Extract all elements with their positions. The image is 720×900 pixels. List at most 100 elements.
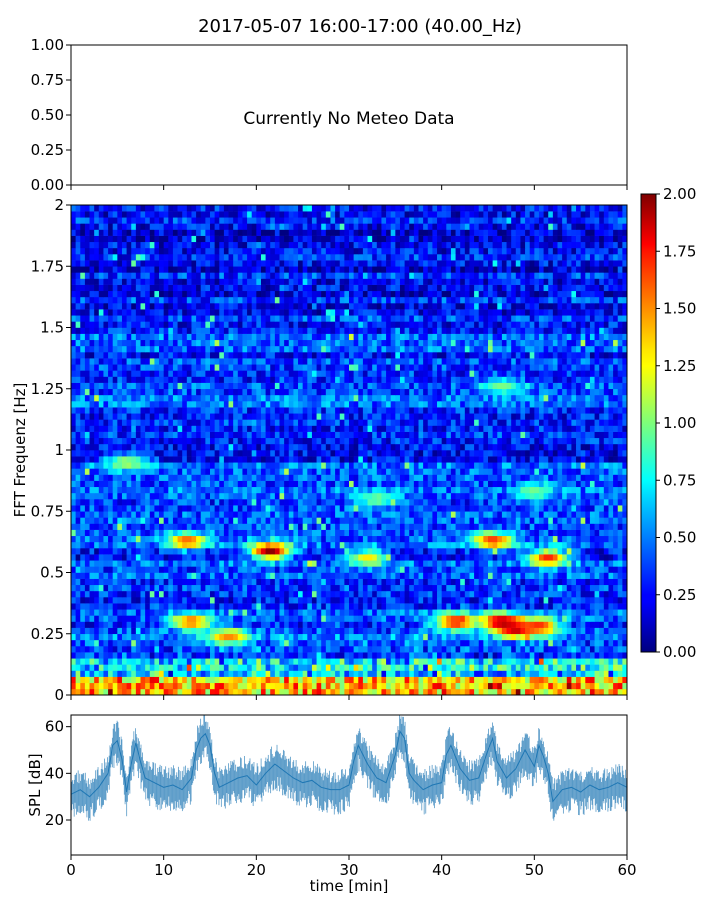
spectrogram-cell: [566, 584, 572, 592]
spectrogram-cell: [126, 517, 132, 524]
spectrogram-cell: [478, 597, 484, 604]
spectrogram-cell: [525, 450, 531, 457]
spectrogram-cell: [200, 548, 206, 555]
spectrogram-cell: [501, 554, 507, 561]
spectrogram-cell: [274, 541, 280, 549]
spectrogram-cell: [446, 621, 452, 628]
spectrogram-cell: [478, 548, 484, 555]
spectrogram-cell: [330, 535, 336, 543]
spectrogram-cell: [210, 590, 216, 598]
spectrogram-cell: [335, 597, 341, 604]
spectrogram-cell: [182, 652, 188, 659]
spectrogram-cell: [302, 492, 308, 500]
spectrogram-cell: [413, 554, 419, 561]
spectrogram-cell: [390, 584, 396, 592]
spectrogram-cell: [349, 462, 355, 469]
spectrogram-cell: [307, 603, 313, 610]
spectrogram-cell: [353, 584, 359, 592]
spectrogram-cell: [376, 664, 382, 671]
spectrogram-cell: [506, 517, 512, 524]
spectrogram-cell: [168, 676, 174, 684]
spectrogram-cell: [441, 499, 447, 506]
spectrogram-cell: [316, 676, 322, 684]
spectrogram-cell: [446, 548, 452, 555]
spectrogram-cell: [191, 572, 197, 579]
spectrogram-cell: [580, 682, 586, 690]
spectrogram-cell: [108, 633, 114, 641]
spectrogram-cell: [140, 437, 146, 445]
spectrogram-cell: [200, 609, 206, 616]
spectrogram-cell: [386, 560, 392, 567]
spectrogram-cell: [386, 462, 392, 469]
spectrogram-cell: [154, 548, 160, 555]
spectrogram-cell: [571, 627, 577, 635]
spectrogram-cell: [548, 627, 554, 635]
spectrogram-cell: [321, 480, 327, 488]
spectrogram-cell: [552, 554, 558, 561]
spectrogram-cell: [163, 443, 169, 451]
spectrogram-cell: [117, 535, 123, 543]
spectrogram-cell: [163, 652, 169, 659]
spectrogram-cell: [552, 639, 558, 647]
spectrogram-cell: [390, 462, 396, 469]
spectrogram-cell: [233, 633, 239, 641]
spectrogram-cell: [191, 633, 197, 641]
spectrogram-cell: [543, 584, 549, 592]
spectrogram-cell: [108, 615, 114, 622]
spectrogram-cell: [242, 682, 248, 690]
spectrogram-cell: [284, 554, 290, 561]
spectrogram-cell: [89, 615, 95, 622]
spectrogram-cell: [186, 670, 192, 677]
spectrogram-cell: [270, 584, 276, 592]
spectrogram-cell: [237, 633, 243, 641]
spectrogram-cell: [501, 541, 507, 549]
spectrogram-cell: [219, 578, 225, 586]
spectrogram-cell: [474, 499, 480, 506]
spectrogram-cell: [423, 560, 429, 567]
spectrogram-cell: [557, 627, 563, 635]
spectrogram-cell: [307, 578, 313, 586]
spectrogram-cell: [432, 462, 438, 469]
spectrogram-cell: [353, 492, 359, 500]
spectrogram-cell: [94, 572, 100, 579]
spectrogram-cell: [566, 560, 572, 567]
spectrogram-cell: [608, 688, 614, 696]
spectrogram-cell: [168, 474, 174, 481]
spectrogram-cell: [376, 566, 382, 573]
spectrogram-cell: [395, 499, 401, 506]
spectrogram-cell: [233, 566, 239, 573]
spectrogram-cell: [75, 437, 81, 445]
spectrogram-cell: [353, 646, 359, 653]
spectrogram-cell: [103, 517, 109, 524]
spectrogram-cell: [112, 456, 118, 463]
spectrogram-cell: [84, 517, 90, 524]
spectrogram-cell: [302, 578, 308, 586]
spectrogram-cell: [339, 688, 345, 696]
spectrogram-cell: [80, 541, 86, 549]
spectrogram-cell: [390, 474, 396, 481]
spectrogram-cell: [488, 633, 494, 641]
spectrogram-cell: [603, 572, 609, 579]
spectrogram-cell: [562, 572, 568, 579]
spectrogram-cell: [441, 658, 447, 665]
spectrogram-cell: [219, 566, 225, 573]
spectrogram-cell: [488, 480, 494, 488]
spectrogram-cell: [501, 652, 507, 659]
spectrogram-cell: [265, 517, 271, 524]
spectrogram-cell: [159, 450, 165, 457]
spectrogram-cell: [608, 456, 614, 463]
spectrogram-cell: [145, 450, 151, 457]
spectrogram-cell: [483, 566, 489, 573]
spectrogram-cell: [80, 615, 86, 622]
spectrogram-cell: [270, 682, 276, 690]
spectrogram-cell: [256, 658, 262, 665]
spectrogram-cell: [501, 462, 507, 469]
spectrogram-cell: [599, 468, 605, 475]
spectrogram-cell: [520, 658, 526, 665]
spectrogram-cell: [557, 548, 563, 555]
spectrogram-cell: [474, 548, 480, 555]
spectrogram-cell: [168, 437, 174, 445]
spectrogram-cell: [599, 688, 605, 696]
spectrogram-cell: [71, 597, 77, 604]
spectrogram-cell: [94, 688, 100, 696]
